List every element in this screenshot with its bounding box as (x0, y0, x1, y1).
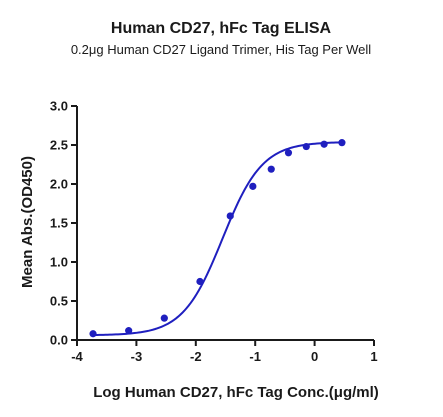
data-point (302, 142, 310, 151)
data-point (160, 314, 168, 322)
data-point (196, 277, 204, 286)
y-ticks: 0.0 0.5 1.0 1.5 2.0 2.5 3.0 (50, 99, 77, 348)
y-tick-label: 1.0 (50, 255, 68, 270)
data-point (249, 182, 257, 190)
data-point (267, 165, 275, 173)
y-tick-label: 2.0 (50, 177, 68, 192)
y-tick-label: 0.5 (50, 294, 68, 309)
x-tick-label: -2 (190, 349, 202, 364)
y-tick-label: 3.0 (50, 99, 68, 114)
data-points (89, 139, 346, 338)
y-tick-label: 0.0 (50, 333, 68, 348)
x-axis-label: Log Human CD27, hFc Tag Conc.(μg/ml) (93, 384, 379, 401)
fit-curve (93, 141, 342, 337)
data-point (125, 327, 133, 335)
axes (76, 106, 374, 341)
data-point (284, 149, 293, 157)
x-tick-label: -1 (249, 349, 261, 364)
data-point (338, 139, 346, 147)
x-tick-label: 1 (370, 349, 377, 364)
data-point (226, 212, 234, 220)
data-point (320, 140, 328, 148)
y-tick-label: 1.5 (50, 216, 68, 231)
x-tick-label: -3 (131, 349, 143, 364)
x-ticks: -4 -3 -2 -1 0 1 (71, 340, 378, 364)
data-point (89, 330, 97, 338)
chart-subtitle: 0.2μg Human CD27 Ligand Trimer, His Tag … (71, 42, 371, 57)
y-tick-label: 2.5 (50, 138, 68, 153)
y-axis-label: Mean Abs.(OD450) (19, 156, 36, 288)
chart-title: Human CD27, hFc Tag ELISA (111, 20, 332, 37)
x-tick-label: 0 (311, 349, 318, 364)
x-tick-label: -4 (71, 349, 83, 364)
